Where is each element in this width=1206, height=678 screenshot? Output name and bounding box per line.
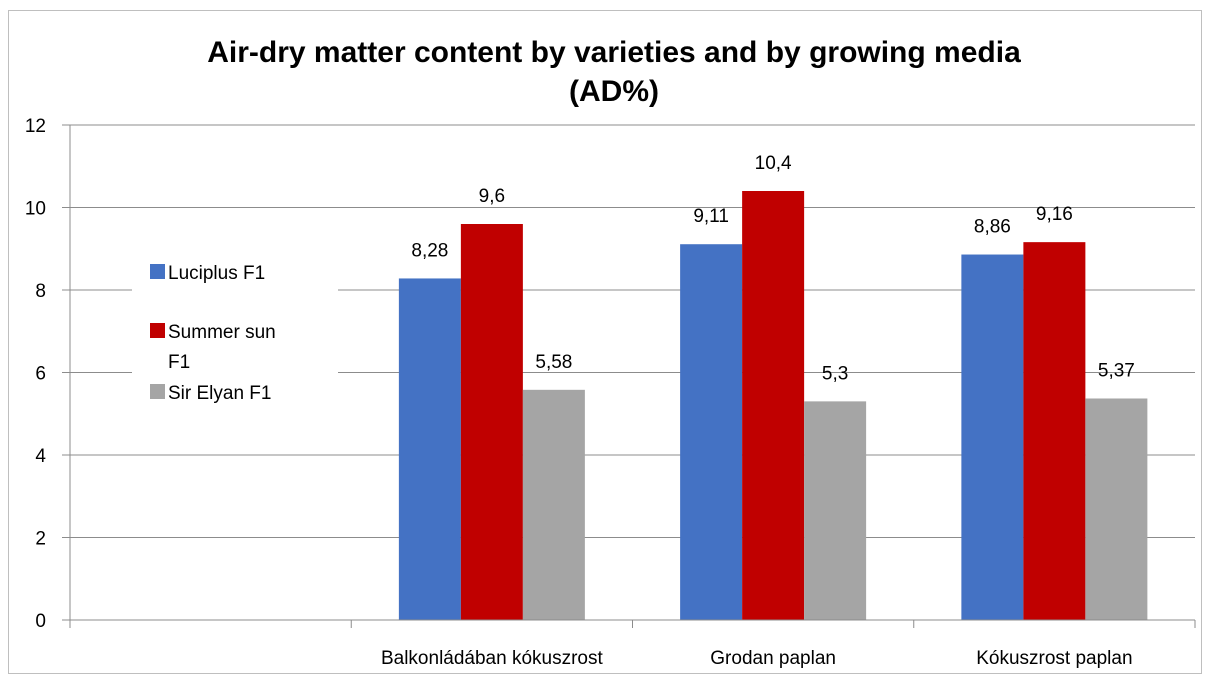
bars bbox=[398, 191, 1148, 620]
legend-swatch bbox=[150, 264, 165, 279]
data-label: 9,11 bbox=[693, 206, 729, 227]
y-tick-label: 8 bbox=[35, 281, 46, 302]
bar bbox=[460, 224, 523, 620]
bar bbox=[522, 389, 585, 620]
chart-title-line: Air-dry matter content by varieties and … bbox=[207, 36, 1021, 69]
legend-swatch bbox=[150, 384, 165, 399]
legend-entry: F1 bbox=[168, 352, 190, 373]
bar bbox=[1085, 398, 1148, 620]
chart-title: Air-dry matter content by varieties and … bbox=[207, 36, 1021, 108]
y-tick-label: 4 bbox=[35, 446, 46, 467]
bar bbox=[804, 401, 867, 620]
legend: Luciplus F1 Summer sun F1 Sir Elyan F1 bbox=[132, 245, 338, 415]
y-tick-label: 12 bbox=[25, 116, 46, 137]
bar bbox=[398, 278, 461, 620]
axes: 0 2 4 6 8 10 12 Balkonládában kókuszrost Grodan … bbox=[25, 116, 1196, 669]
legend-entry: Summer sun bbox=[168, 322, 276, 343]
data-label: 5,58 bbox=[535, 352, 572, 373]
data-labels: 8,28 9,11 8,86 9,6 10,4 9,16 5,58 5,3 5,37 bbox=[411, 153, 1134, 384]
legend-background bbox=[132, 245, 338, 415]
y-tick-label: 10 bbox=[25, 199, 46, 220]
data-label: 5,37 bbox=[1098, 360, 1135, 381]
data-label: 8,86 bbox=[974, 217, 1011, 238]
y-tick-label: 2 bbox=[35, 529, 46, 550]
x-tick-label: Balkonládában kókuszrost bbox=[381, 648, 604, 669]
data-label: 8,28 bbox=[411, 240, 448, 261]
bar bbox=[680, 244, 743, 620]
bar bbox=[742, 191, 805, 620]
legend-entry: Sir Elyan F1 bbox=[168, 383, 271, 404]
y-tick-label: 6 bbox=[35, 364, 46, 385]
legend-swatch bbox=[150, 323, 165, 338]
x-tick-label: Kókuszrost paplan bbox=[976, 648, 1132, 669]
y-tick-label: 0 bbox=[35, 611, 46, 632]
chart-title-line: (AD%) bbox=[569, 75, 659, 108]
legend-entry: Luciplus F1 bbox=[168, 263, 265, 284]
x-tick-label: Grodan paplan bbox=[710, 648, 836, 669]
data-label: 9,6 bbox=[479, 186, 505, 207]
data-label: 9,16 bbox=[1036, 204, 1073, 225]
bar bbox=[1023, 242, 1086, 620]
data-label: 10,4 bbox=[755, 153, 792, 174]
bar bbox=[961, 254, 1024, 620]
data-label: 5,3 bbox=[822, 363, 848, 384]
